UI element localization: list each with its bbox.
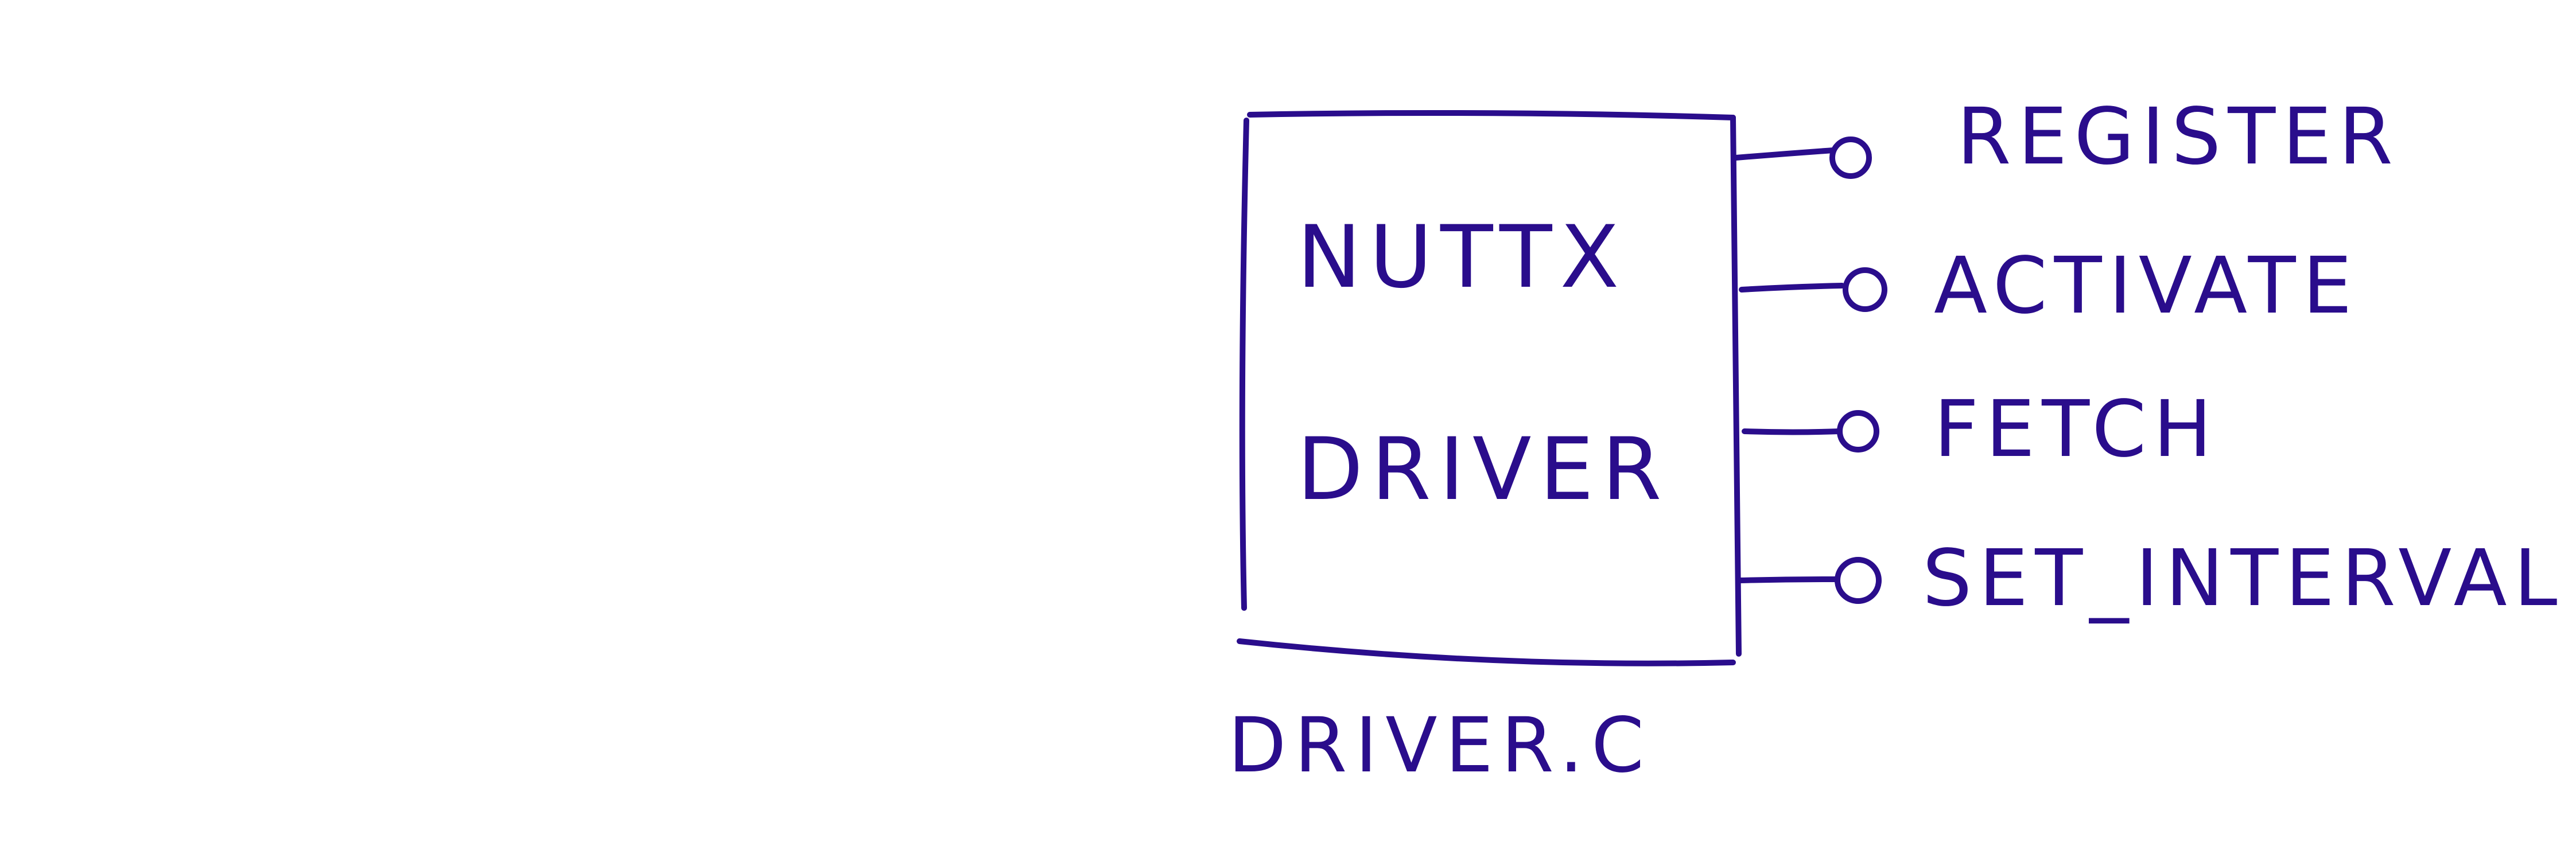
component-title-line-1: NUTTX — [1297, 208, 1627, 307]
port-register — [1733, 136, 1872, 179]
port-connector-line — [1742, 428, 1842, 435]
port-connector-line — [1736, 576, 1839, 583]
port-circle-icon — [1837, 410, 1879, 453]
port-label-register: REGISTER — [1957, 92, 2400, 182]
port-fetch — [1742, 410, 1879, 453]
file-label: DRIVER.C — [1228, 701, 1652, 790]
driver-component-box — [1237, 110, 1742, 666]
port-label-fetch: FETCH — [1934, 384, 2219, 475]
port-label-set-interval: SET_INTERVAL — [1922, 533, 2564, 624]
component-title-line-2: DRIVER — [1297, 420, 1670, 520]
port-circle-icon — [1835, 557, 1882, 604]
port-circle-icon — [1843, 267, 1887, 312]
port-activate — [1739, 267, 1887, 312]
port-connector-line — [1739, 283, 1845, 292]
port-label-activate: ACTIVATE — [1934, 241, 2359, 332]
port-connector-line — [1733, 147, 1836, 161]
port-circle-icon — [1829, 136, 1872, 179]
port-set-interval — [1736, 557, 1882, 604]
